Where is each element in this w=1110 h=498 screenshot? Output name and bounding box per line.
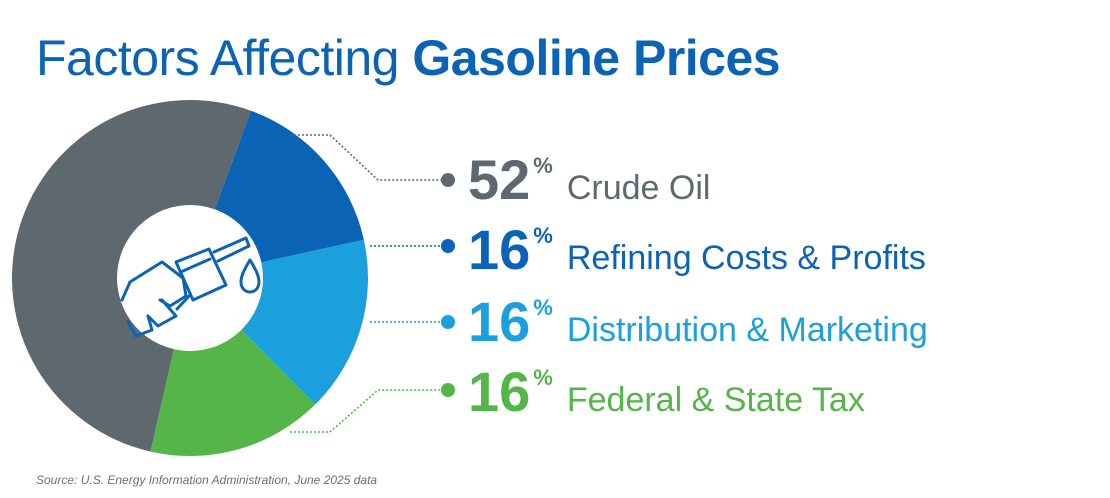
leader-line [290,389,446,433]
legend-unit: % [533,295,553,320]
legend-dot [441,315,455,329]
legend-unit: % [533,365,553,390]
title-bold: Gasoline Prices [412,30,781,86]
legend-label: Crude Oil [566,169,711,207]
legend-label: Distribution & Marketing [566,311,928,349]
slice-crude-oil [12,100,251,452]
slice-tax [150,329,316,457]
slice-refining [214,110,364,263]
legend-unit: % [533,223,553,248]
legend-label: Refining Costs & Profits [566,239,926,277]
legend-dot [441,239,455,253]
legend-item-refining: 16 % Refining Costs & Profits [468,220,926,288]
legend-item-crude-oil: 52 % Crude Oil [468,150,710,218]
title-regular: Factors Affecting [36,30,413,86]
legend-dot [441,173,455,187]
leader-line [290,134,446,181]
legend-value: 16 [468,360,531,423]
fuel-nozzle-icon [120,236,261,338]
legend-label: Federal & State Tax [566,381,865,419]
legend-dot [441,383,455,397]
source-note: Source: U.S. Energy Information Administ… [36,473,378,487]
legend-item-distribution: 16 % Distribution & Marketing [468,292,928,360]
legend-value: 16 [468,290,531,353]
legend-value: 16 [468,218,531,281]
legend-value: 52 [468,148,531,211]
slice-distribution [241,239,368,405]
legend-item-tax: 16 % Federal & State Tax [468,362,865,430]
legend-unit: % [533,153,553,178]
chart-title: Factors Affecting Gasoline Prices [36,26,781,90]
